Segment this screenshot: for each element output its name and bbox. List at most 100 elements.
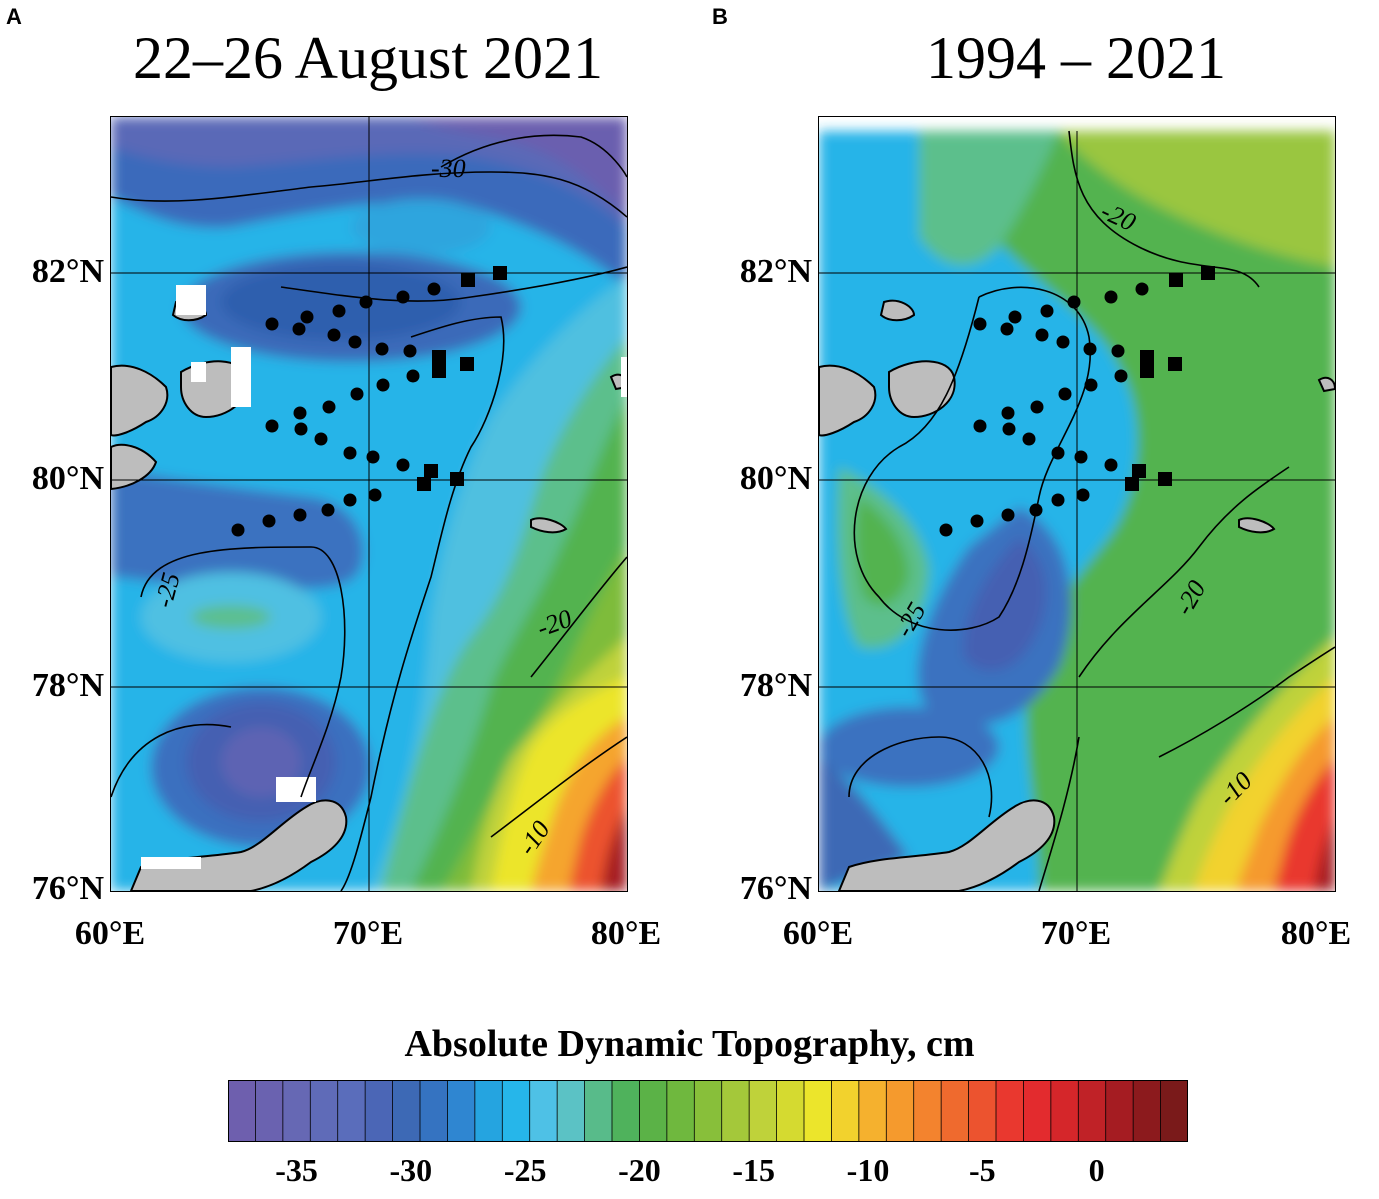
colorbar-swatch [940, 1080, 970, 1142]
colorbar-swatch [337, 1080, 367, 1142]
colorbar-swatch [1023, 1080, 1052, 1142]
ctd-station-marker [1001, 406, 1015, 420]
map-b-stations [939, 266, 1215, 537]
mooring-marker [461, 273, 475, 287]
colorbar-swatch [1050, 1080, 1080, 1142]
mooring-marker [1201, 266, 1215, 280]
ctd-station-marker [1111, 344, 1125, 358]
colorbar-swatch [913, 1080, 943, 1142]
mooring-marker [432, 364, 446, 378]
mooring-marker [432, 350, 446, 364]
ctd-station-marker [262, 514, 276, 528]
lon-label-80e-b: 80°E [1280, 915, 1352, 952]
ctd-station-marker [427, 282, 441, 296]
lat-label-78n-a: 78°N [31, 667, 104, 704]
lon-label-60e-a: 60°E [74, 915, 146, 952]
ctd-station-marker [1056, 335, 1070, 349]
ctd-station-marker [348, 335, 362, 349]
colorbar-swatch [282, 1080, 312, 1142]
ctd-station-marker [1104, 458, 1118, 472]
ctd-station-marker [1067, 295, 1081, 309]
ctd-station-marker [396, 458, 410, 472]
lat-label-82n-b: 82°N [739, 253, 812, 290]
ctd-station-marker [359, 295, 373, 309]
map-a-contours [111, 134, 627, 891]
colorbar-swatch [228, 1080, 257, 1142]
ctd-station-marker [1074, 450, 1088, 464]
lat-label-80n-a: 80°N [31, 460, 104, 497]
ctd-station-marker [1058, 387, 1072, 401]
lat-label-78n-b: 78°N [739, 667, 812, 704]
mooring-marker [493, 266, 507, 280]
colorbar-swatch [447, 1080, 476, 1142]
colorbar-swatch [501, 1080, 531, 1142]
colorbar-swatch [885, 1080, 915, 1142]
colorbar-swatch [639, 1080, 668, 1142]
map-a-grid [111, 117, 627, 891]
ctd-station-marker [294, 422, 308, 436]
ctd-station-marker [332, 304, 346, 318]
ctd-station-marker [1035, 328, 1049, 342]
mooring-marker [460, 357, 474, 371]
ctd-station-marker [973, 317, 987, 331]
mooring-marker [1169, 273, 1183, 287]
ctd-station-marker [1029, 503, 1043, 517]
ctd-station-marker [231, 523, 245, 537]
colorbar-swatch [858, 1080, 888, 1142]
colorbar-swatch [803, 1080, 833, 1142]
colorbar-swatch [392, 1080, 421, 1142]
ctd-station-marker [396, 290, 410, 304]
ctd-station-marker [293, 508, 307, 522]
colorbar-tick-label: -15 [732, 1152, 776, 1188]
map-b-grid [819, 131, 1335, 891]
mooring-marker [1158, 472, 1172, 486]
mooring-marker [1140, 364, 1154, 378]
colorbar-tick-label: -30 [389, 1152, 433, 1188]
lat-label-76n-b: 76°N [739, 870, 812, 907]
ctd-station-marker [1076, 488, 1090, 502]
colorbar-swatch [1077, 1080, 1107, 1142]
lat-label-82n-a: 82°N [31, 253, 104, 290]
colorbar-swatch [419, 1080, 449, 1142]
ctd-station-marker [293, 406, 307, 420]
ctd-station-marker [376, 378, 390, 392]
ctd-station-marker [314, 432, 328, 446]
colorbar-tick-label: -5 [968, 1152, 996, 1188]
colorbar-swatch [529, 1080, 559, 1142]
colorbar-swatch [831, 1080, 860, 1142]
ctd-station-marker [939, 523, 953, 537]
ctd-station-marker [322, 400, 336, 414]
mooring-marker [1140, 350, 1154, 364]
colorbar-swatch [748, 1080, 778, 1142]
colorbar-swatch [1105, 1080, 1135, 1142]
panel-b-letter: B [712, 4, 728, 29]
ctd-station-marker [1114, 369, 1128, 383]
colorbar-swatch [968, 1080, 997, 1142]
lon-label-70e-a: 70°E [332, 915, 404, 952]
colorbar-swatch [611, 1080, 641, 1142]
colorbar-swatch [1132, 1080, 1162, 1142]
panel-a-letter: A [6, 4, 22, 29]
ctd-station-marker [1135, 282, 1149, 296]
lon-label-70e-b: 70°E [1040, 915, 1112, 952]
colorbar-swatch [474, 1080, 504, 1142]
contour-label: -30 [431, 154, 466, 183]
panel-b-title: 1994 – 2021 [926, 25, 1226, 91]
colorbar-tick-label: -20 [618, 1152, 661, 1188]
colorbar-swatch [666, 1080, 696, 1142]
ctd-station-marker [327, 328, 341, 342]
ctd-station-marker [1084, 378, 1098, 392]
panel-a-title: 22–26 August 2021 [132, 25, 604, 91]
ctd-station-marker [1051, 493, 1065, 507]
ctd-station-marker [1002, 422, 1016, 436]
lon-label-80e-a: 80°E [590, 915, 662, 952]
map-b-svg: -20 -25 -20 -10 [819, 117, 1335, 891]
ctd-station-marker [343, 493, 357, 507]
ctd-station-marker [375, 342, 389, 356]
colorbar-tick-label: -35 [275, 1152, 318, 1188]
lon-label-60e-b: 60°E [782, 915, 854, 952]
ctd-station-marker [265, 419, 279, 433]
colorbar-swatch [255, 1080, 284, 1142]
ctd-station-marker [292, 322, 306, 336]
map-b-topography [819, 131, 1335, 891]
